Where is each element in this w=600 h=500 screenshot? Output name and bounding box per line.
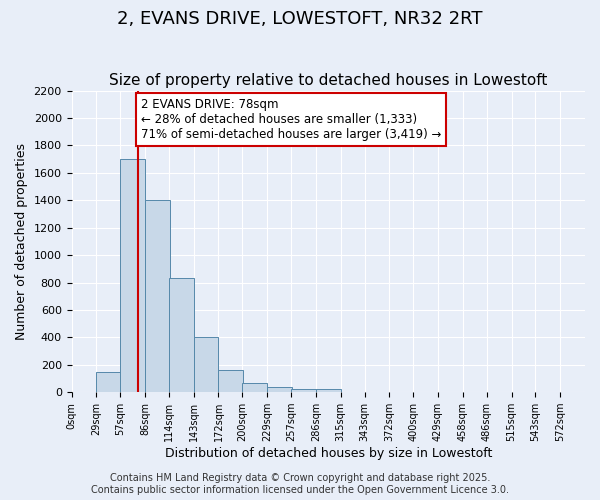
Text: 2, EVANS DRIVE, LOWESTOFT, NR32 2RT: 2, EVANS DRIVE, LOWESTOFT, NR32 2RT <box>117 10 483 28</box>
Bar <box>218 370 243 392</box>
Bar <box>194 338 218 392</box>
Bar <box>169 278 194 392</box>
Bar <box>145 200 170 392</box>
Bar <box>267 388 292 392</box>
Text: Contains HM Land Registry data © Crown copyright and database right 2025.
Contai: Contains HM Land Registry data © Crown c… <box>91 474 509 495</box>
Bar <box>291 390 316 392</box>
Bar <box>242 384 267 392</box>
X-axis label: Distribution of detached houses by size in Lowestoft: Distribution of detached houses by size … <box>164 447 492 460</box>
Bar <box>120 159 145 392</box>
Text: 2 EVANS DRIVE: 78sqm
← 28% of detached houses are smaller (1,333)
71% of semi-de: 2 EVANS DRIVE: 78sqm ← 28% of detached h… <box>141 98 441 141</box>
Title: Size of property relative to detached houses in Lowestoft: Size of property relative to detached ho… <box>109 73 547 88</box>
Y-axis label: Number of detached properties: Number of detached properties <box>15 143 28 340</box>
Bar <box>97 372 121 392</box>
Bar <box>316 390 341 392</box>
